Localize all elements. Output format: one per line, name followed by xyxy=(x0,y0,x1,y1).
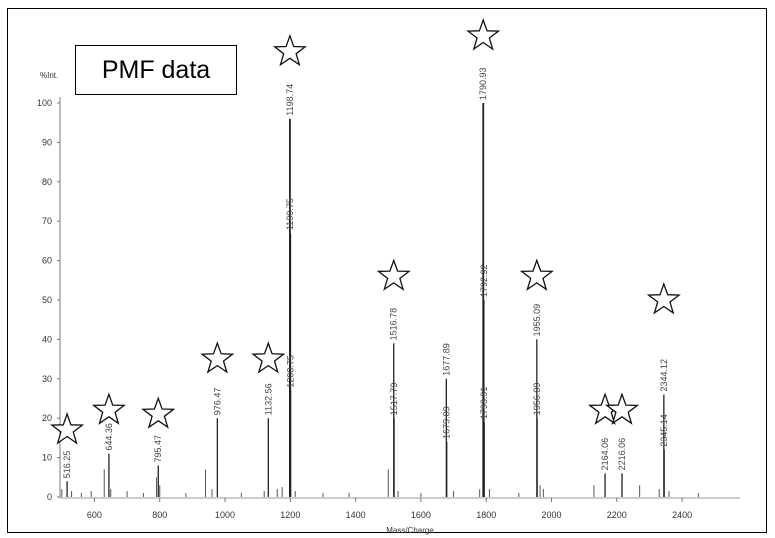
peak-label: 2345.14 xyxy=(659,414,669,447)
minor-peaks xyxy=(61,469,699,497)
y-tick-label: 100 xyxy=(37,98,52,108)
figure-frame xyxy=(7,8,767,533)
star-marker xyxy=(646,282,681,315)
peak-label: 1516.78 xyxy=(389,308,399,341)
peak-label: 795.47 xyxy=(153,435,163,463)
peak-label: 1198.74 xyxy=(285,84,295,116)
x-axis-label: Mass/Charge xyxy=(386,526,434,535)
x-tick-label: 1800 xyxy=(476,510,496,520)
peak-label: 1132.56 xyxy=(263,383,273,415)
star-markers xyxy=(50,18,681,445)
peak-label: 2344.12 xyxy=(659,359,669,392)
star-marker xyxy=(50,412,85,445)
x-tick-label: 2400 xyxy=(672,510,692,520)
y-tick-label: 50 xyxy=(42,295,52,305)
y-tick-label: 20 xyxy=(42,413,52,423)
peak-label: 1793.91 xyxy=(479,387,489,420)
x-tick-label: 1400 xyxy=(346,510,366,520)
peak-label: 2164.06 xyxy=(600,438,610,471)
y-axis-label: %Int. xyxy=(40,71,58,80)
y-tick-label: 10 xyxy=(42,453,52,463)
peak-label: 1956.09 xyxy=(532,383,542,416)
star-marker xyxy=(519,258,554,291)
peak-label: 976.47 xyxy=(212,388,222,416)
x-tick-label: 2200 xyxy=(607,510,627,520)
figure-title-box: PMF data xyxy=(75,45,237,95)
star-marker xyxy=(466,18,501,51)
peak-label: 1517.79 xyxy=(389,383,399,416)
peak-label: 1677.89 xyxy=(441,343,451,376)
x-tick-label: 600 xyxy=(87,510,102,520)
star-marker xyxy=(91,392,126,425)
axes: 0 10 20 30 40 50 60 70 80 90 100 600 800 1000 1200 1400… xyxy=(37,71,740,535)
star-marker xyxy=(604,392,640,425)
x-tick-label: 1600 xyxy=(411,510,431,520)
peak-label: 1199.75 xyxy=(285,198,295,230)
y-tick-label: 90 xyxy=(42,137,52,147)
peak-label: 1679.09 xyxy=(442,406,452,439)
star-marker xyxy=(272,33,307,67)
x-tick-label: 1200 xyxy=(280,510,300,520)
star-marker xyxy=(141,396,176,429)
peak-label: 1955.09 xyxy=(532,304,542,337)
y-tick-label: 30 xyxy=(42,374,52,384)
y-tick-label: 40 xyxy=(42,334,52,344)
peak-label: 644.36 xyxy=(104,423,114,451)
peak-label: 1792.92 xyxy=(479,264,489,297)
y-tick-label: 70 xyxy=(42,216,52,226)
star-marker xyxy=(200,341,235,374)
y-tick-label: 60 xyxy=(42,256,52,266)
labeled-peaks: 516.25 644.36 795.47 976.47 1132.56 1198.74 11… xyxy=(62,67,669,497)
peak-label: 1790.93 xyxy=(478,67,488,100)
peak-label: 1200.75 xyxy=(286,355,296,388)
peak-label: 2216.06 xyxy=(617,438,627,471)
star-marker xyxy=(251,341,286,374)
x-tick-label: 1000 xyxy=(215,510,235,520)
star-marker xyxy=(376,258,411,291)
x-tick-label: 800 xyxy=(152,510,167,520)
y-tick-label: 80 xyxy=(42,177,52,187)
peak-label: 516.25 xyxy=(62,451,72,479)
y-tick-label: 0 xyxy=(47,492,52,502)
x-tick-label: 2000 xyxy=(541,510,561,520)
